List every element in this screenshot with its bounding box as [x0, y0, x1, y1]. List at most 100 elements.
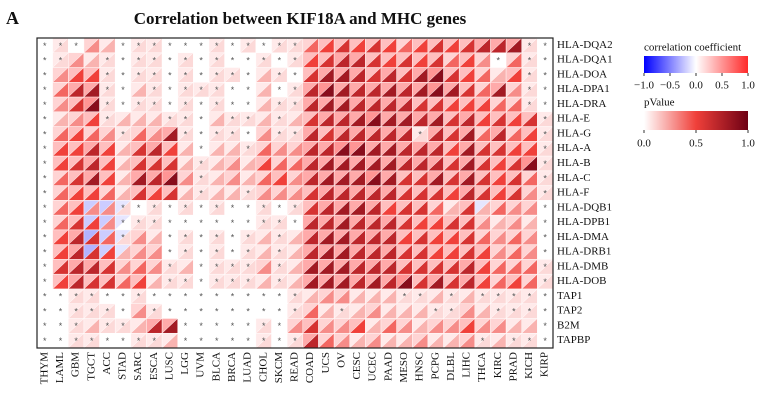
significance-label: *: [184, 56, 188, 66]
significance-label: *: [278, 129, 282, 139]
column-label: ACC: [101, 352, 113, 375]
significance-label: *: [168, 218, 172, 228]
significance-label: *: [184, 100, 188, 110]
column-label: UCS: [320, 352, 332, 373]
significance-label: *: [293, 41, 297, 51]
significance-label: *: [293, 336, 297, 346]
significance-label: *: [528, 56, 532, 66]
column-label: STAD: [117, 352, 129, 380]
significance-label: *: [184, 306, 188, 316]
significance-label: *: [153, 336, 157, 346]
row-label: HLA-G: [557, 127, 591, 139]
significance-label: *: [543, 203, 547, 213]
significance-label: *: [199, 70, 203, 80]
significance-label: *: [43, 100, 47, 110]
significance-label: *: [528, 85, 532, 95]
significance-label: *: [215, 321, 219, 331]
significance-label: *: [199, 159, 203, 169]
significance-label: *: [231, 115, 235, 125]
significance-label: *: [481, 336, 485, 346]
significance-label: *: [199, 292, 203, 302]
significance-label: *: [43, 70, 47, 80]
significance-label: *: [231, 247, 235, 257]
significance-label: *: [246, 100, 250, 110]
significance-label: *: [340, 306, 344, 316]
significance-label: *: [215, 262, 219, 272]
significance-label: *: [184, 70, 188, 80]
significance-label: *: [543, 336, 547, 346]
significance-label: *: [137, 70, 141, 80]
significance-label: *: [137, 292, 141, 302]
significance-label: *: [543, 292, 547, 302]
significance-label: *: [215, 85, 219, 95]
significance-label: *: [434, 306, 438, 316]
significance-label: *: [121, 306, 125, 316]
significance-label: *: [231, 336, 235, 346]
significance-label: *: [199, 144, 203, 154]
significance-label: *: [481, 292, 485, 302]
significance-label: *: [121, 129, 125, 139]
significance-label: *: [512, 306, 516, 316]
significance-label: *: [90, 306, 94, 316]
legend-title: correlation coefficient: [644, 42, 741, 54]
significance-label: *: [215, 277, 219, 287]
significance-label: *: [153, 292, 157, 302]
significance-label: *: [74, 336, 78, 346]
significance-label: *: [418, 292, 422, 302]
column-label: CHOL: [257, 352, 269, 382]
significance-label: *: [59, 41, 63, 51]
significance-label: *: [106, 85, 110, 95]
significance-label: *: [246, 129, 250, 139]
row-label: HLA-DQB1: [557, 201, 612, 213]
significance-label: *: [293, 70, 297, 80]
colorbar-tick-label: 1.0: [741, 80, 755, 92]
significance-label: *: [278, 247, 282, 257]
significance-label: *: [231, 41, 235, 51]
significance-label: *: [262, 203, 266, 213]
row-label: HLA-C: [557, 172, 591, 184]
significance-label: *: [231, 129, 235, 139]
colorbar-tick-label: 0.0: [689, 80, 703, 92]
significance-label: *: [106, 115, 110, 125]
significance-label: *: [215, 233, 219, 243]
significance-label: *: [293, 56, 297, 66]
significance-label: *: [278, 41, 282, 51]
significance-label: *: [246, 85, 250, 95]
colorbar-tick-label: 0.5: [715, 80, 729, 92]
significance-label: *: [543, 218, 547, 228]
row-label: HLA-DRA: [557, 98, 607, 110]
significance-label: *: [543, 100, 547, 110]
significance-label: *: [121, 292, 125, 302]
significance-label: *: [543, 85, 547, 95]
row-label: HLA-DQA2: [557, 39, 613, 51]
significance-label: *: [184, 218, 188, 228]
panel-label: A: [6, 8, 19, 28]
significance-label: *: [543, 70, 547, 80]
significance-label: *: [246, 56, 250, 66]
significance-label: *: [121, 218, 125, 228]
significance-label: *: [168, 247, 172, 257]
significance-label: *: [528, 41, 532, 51]
significance-label: *: [199, 247, 203, 257]
significance-label: *: [293, 306, 297, 316]
column-label: KICH: [523, 352, 535, 379]
column-label: GBM: [70, 352, 82, 377]
significance-label: *: [121, 100, 125, 110]
significance-label: *: [137, 336, 141, 346]
significance-label: *: [262, 41, 266, 51]
significance-label: *: [215, 56, 219, 66]
significance-label: *: [59, 56, 63, 66]
significance-label: *: [106, 56, 110, 66]
significance-label: *: [246, 247, 250, 257]
significance-label: *: [246, 262, 250, 272]
significance-label: *: [43, 159, 47, 169]
significance-label: *: [121, 85, 125, 95]
significance-label: *: [231, 277, 235, 287]
significance-label: *: [106, 292, 110, 302]
row-label: TAP2: [557, 305, 582, 317]
column-label: LAML: [54, 352, 66, 383]
significance-label: *: [153, 41, 157, 51]
significance-label: *: [59, 336, 63, 346]
significance-label: *: [43, 115, 47, 125]
significance-label: *: [246, 188, 250, 198]
